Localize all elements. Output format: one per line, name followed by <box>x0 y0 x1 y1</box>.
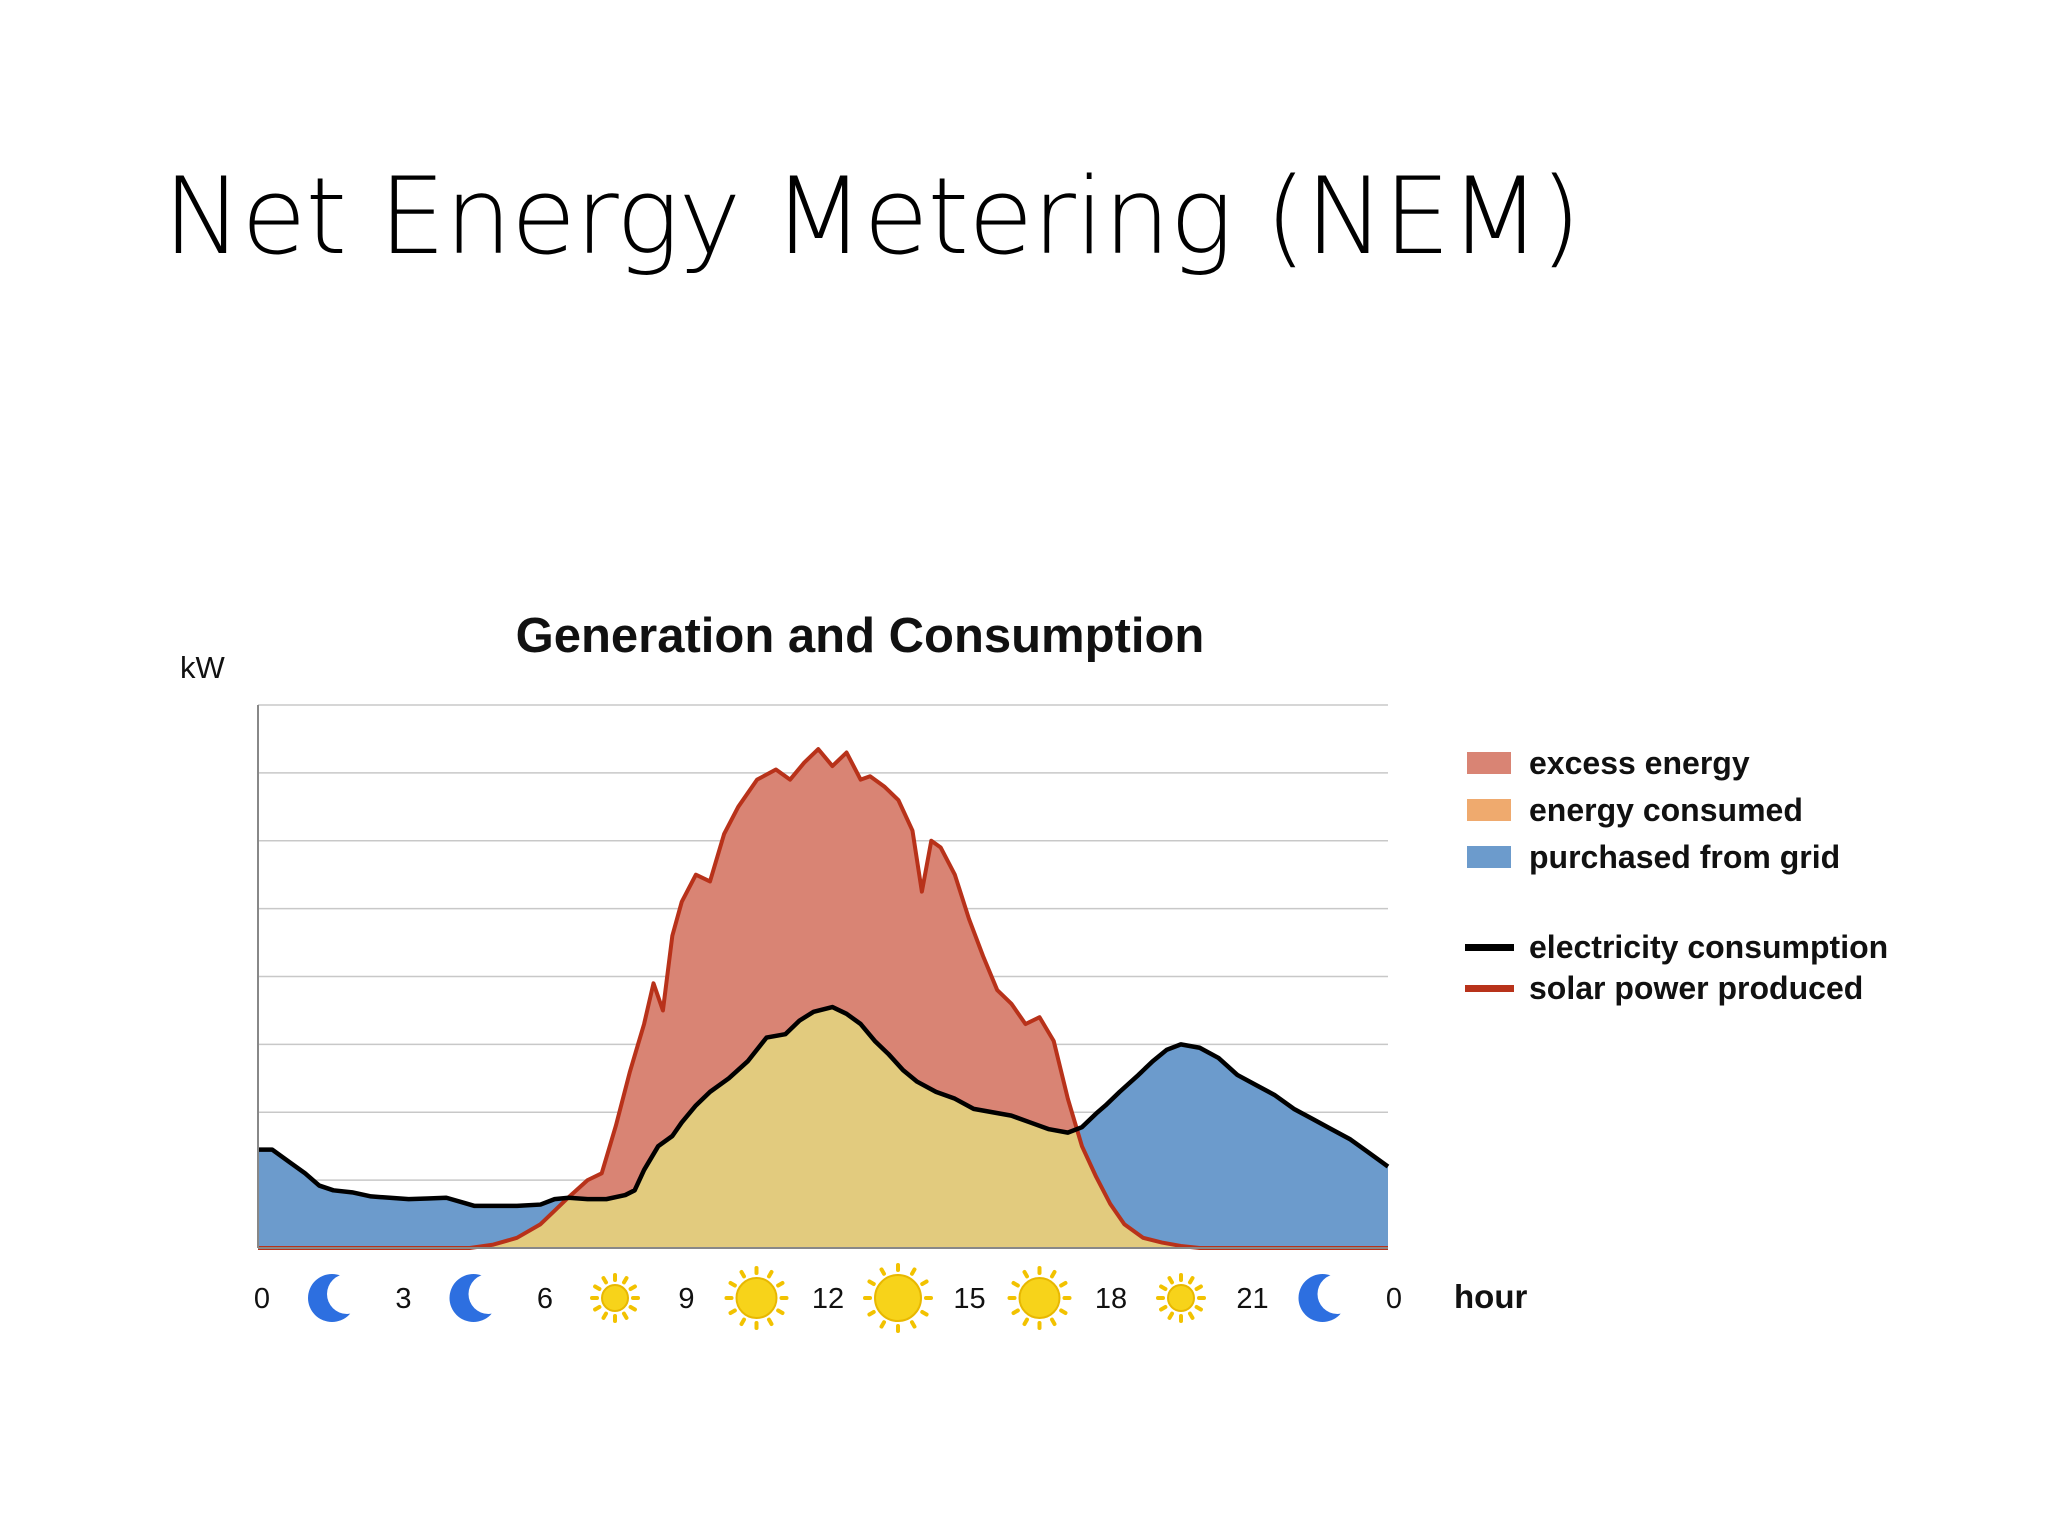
x-tick-label: 0 <box>254 1283 270 1315</box>
x-tick-icons <box>308 1263 1358 1333</box>
sun-ray <box>1011 1308 1020 1315</box>
sun-ray <box>601 1311 608 1320</box>
sun-ray <box>1159 1284 1168 1291</box>
sun-ray <box>910 1320 917 1329</box>
moon-cutout <box>468 1274 509 1314</box>
sun-disc <box>1167 1284 1195 1312</box>
moon-icon <box>449 1274 509 1322</box>
sun-ray <box>1022 1270 1029 1279</box>
excess-energy-area <box>258 749 1388 1206</box>
moon-cutout <box>327 1274 367 1314</box>
legend: excess energy energy consumed purchased fr… <box>1465 745 1888 1006</box>
sun-ray <box>776 1308 785 1315</box>
sun-icon <box>590 1273 640 1323</box>
x-tick-label: 18 <box>1095 1283 1127 1315</box>
sun-ray <box>879 1267 886 1276</box>
sun-ray <box>867 1279 876 1286</box>
moon-cutout <box>1317 1274 1358 1314</box>
x-tick-label: 6 <box>537 1283 553 1315</box>
electricity-consumption-line <box>258 1004 1390 1209</box>
sun-ray <box>867 1310 876 1317</box>
sun-ray <box>920 1279 929 1286</box>
sun-ray <box>1050 1270 1057 1279</box>
slide-title: Net Energy Metering (NEM) <box>163 155 1581 278</box>
energy-consumed-area <box>258 1007 1388 1248</box>
x-tick-label: 15 <box>953 1283 985 1315</box>
purchased-from-grid-area <box>258 1007 1388 1248</box>
sun-ray <box>1050 1317 1057 1326</box>
legend-swatch <box>1467 752 1511 774</box>
moon-icon <box>308 1274 367 1322</box>
sun-ray <box>1159 1305 1168 1312</box>
x-tick-label: 3 <box>395 1283 411 1315</box>
sun-ray <box>1188 1311 1195 1320</box>
legend-label: purchased from grid <box>1529 839 1840 875</box>
legend-label: energy consumed <box>1529 792 1803 828</box>
sun-ray <box>622 1276 629 1285</box>
sun-ray <box>767 1317 774 1326</box>
sun-ray <box>776 1281 785 1288</box>
sun-ray <box>879 1320 886 1329</box>
sun-ray <box>1059 1281 1068 1288</box>
sun-ray <box>593 1305 602 1312</box>
sun-ray <box>767 1270 774 1279</box>
x-tick-label: 9 <box>678 1283 694 1315</box>
x-tick-label: 12 <box>812 1283 844 1315</box>
sun-ray <box>1167 1276 1174 1285</box>
sun-disc <box>735 1277 778 1319</box>
sun-ray <box>601 1276 608 1285</box>
solar-power-line <box>258 747 1388 1250</box>
legend-label: solar power produced <box>1529 970 1863 1006</box>
axes <box>257 705 1388 1249</box>
sun-ray <box>739 1317 746 1326</box>
legend-swatch <box>1467 799 1511 821</box>
sun-disc <box>874 1274 922 1322</box>
sun-ray <box>739 1270 746 1279</box>
sun-ray <box>920 1310 929 1317</box>
sun-icon <box>1007 1266 1072 1330</box>
legend-label: excess energy <box>1529 745 1750 781</box>
sun-icon <box>1156 1273 1206 1323</box>
sun-ray <box>1188 1276 1195 1285</box>
sun-icon <box>724 1266 789 1330</box>
legend-line-swatch <box>1465 944 1514 951</box>
x-tick-label: 0 <box>1386 1283 1402 1315</box>
legend-line-swatch <box>1465 985 1514 992</box>
sun-ray <box>728 1308 737 1315</box>
x-axis-label: hour <box>1454 1278 1527 1315</box>
sun-icon <box>863 1263 933 1333</box>
sun-ray <box>593 1284 602 1291</box>
sun-ray <box>628 1305 637 1312</box>
area-fills <box>258 749 1388 1248</box>
y-axis-unit: kW <box>180 650 226 685</box>
sun-ray <box>628 1284 637 1291</box>
sun-ray <box>1059 1308 1068 1315</box>
legend-swatch <box>1467 846 1511 868</box>
sun-ray <box>728 1281 737 1288</box>
x-tick-label: 21 <box>1236 1283 1268 1315</box>
sun-disc <box>601 1284 629 1312</box>
sun-ray <box>622 1311 629 1320</box>
legend-label: electricity consumption <box>1529 929 1888 965</box>
sun-ray <box>1011 1281 1020 1288</box>
sun-disc <box>1018 1277 1061 1319</box>
sun-ray <box>910 1267 917 1276</box>
sun-ray <box>1167 1311 1174 1320</box>
sun-ray <box>1194 1284 1203 1291</box>
x-tick-labels: 0 3 6 9 12 15 18 21 0 <box>254 1283 1402 1315</box>
chart-title: Generation and Consumption <box>516 609 1205 663</box>
moon-icon <box>1298 1274 1358 1322</box>
sun-ray <box>1022 1317 1029 1326</box>
series-lines <box>258 747 1390 1250</box>
sun-ray <box>1194 1305 1203 1312</box>
